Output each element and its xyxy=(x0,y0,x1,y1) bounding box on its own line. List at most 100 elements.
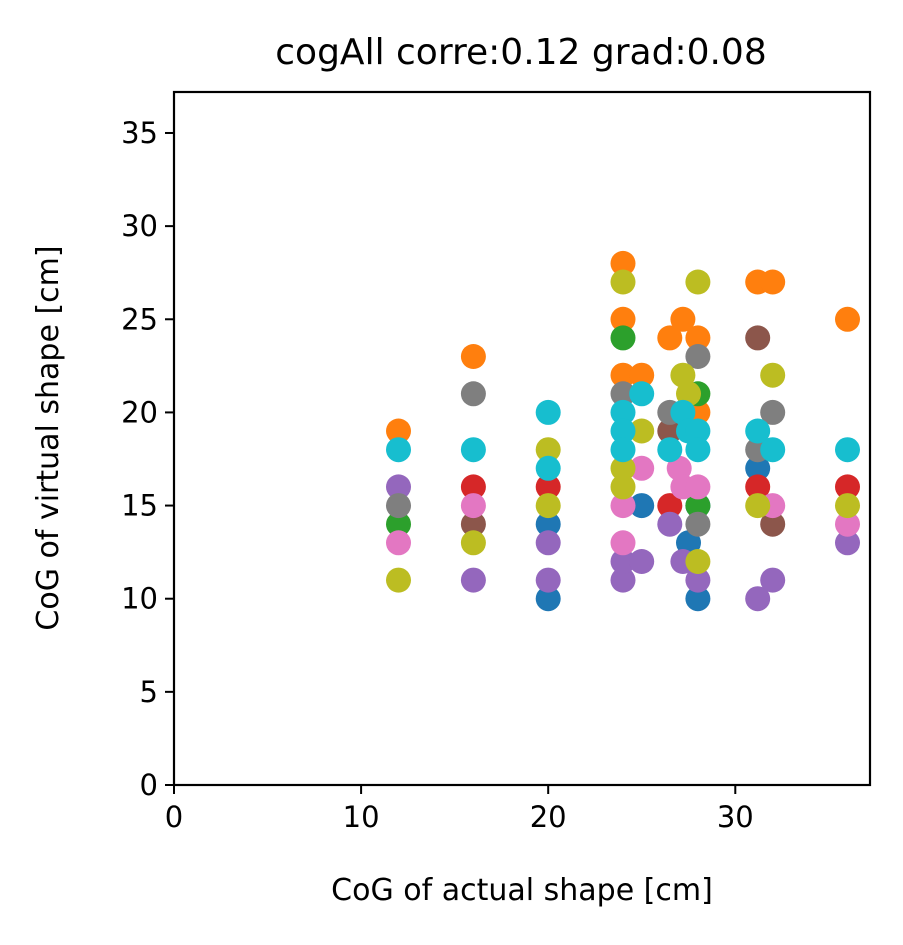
scatter-point-s9-7 xyxy=(629,381,655,407)
y-tick-label-4: 20 xyxy=(121,395,158,429)
scatter-point-s5-3 xyxy=(760,511,786,537)
scatter-point-s0-1 xyxy=(535,511,561,537)
scatter-point-s4-4 xyxy=(610,567,636,593)
scatter-point-s4-11 xyxy=(760,567,786,593)
scatter-point-s0-0 xyxy=(535,586,561,612)
scatter-point-s4-9 xyxy=(685,567,711,593)
scatter-point-s6-7 xyxy=(685,474,711,500)
scatter-point-s1-8 xyxy=(685,325,711,351)
scatter-point-s6-2 xyxy=(610,493,636,519)
scatter-point-s1-5 xyxy=(629,362,655,388)
scatter-point-s3-2 xyxy=(657,493,683,519)
x-tick-label-2: 20 xyxy=(530,800,567,834)
scatter-point-s0-4 xyxy=(685,586,711,612)
scatter-point-s8-11 xyxy=(685,549,711,574)
scatter-point-s1-2 xyxy=(610,250,636,276)
scatter-point-s8-0 xyxy=(386,567,411,593)
scatter-point-s1-3 xyxy=(610,306,636,332)
x-axis-label: CoG of actual shape [cm] xyxy=(331,873,713,908)
scatter-point-s9-6 xyxy=(610,437,636,463)
scatter-point-s6-5 xyxy=(666,455,692,481)
x-tick-label-1: 10 xyxy=(343,800,380,834)
scatter-point-s8-4 xyxy=(610,269,636,295)
scatter-point-s7-5 xyxy=(685,511,711,537)
scatter-point-s7-7 xyxy=(760,399,786,425)
scatter-point-s9-14 xyxy=(760,437,786,463)
scatter-point-s4-1 xyxy=(460,567,486,593)
scatter-point-s1-6 xyxy=(657,325,683,351)
scatter-point-s1-4 xyxy=(610,362,636,388)
scatter-point-s6-1 xyxy=(460,493,486,519)
scatter-point-s4-12 xyxy=(835,530,860,556)
scatter-point-s0-2 xyxy=(629,493,655,519)
scatter-point-s5-1 xyxy=(657,418,683,444)
scatter-point-s1-1 xyxy=(460,344,486,369)
scatter-point-s2-3 xyxy=(685,493,711,519)
y-axis-ticks: 0 5 10 15 20 25 30 35 xyxy=(121,116,174,802)
scatter-point-s9-8 xyxy=(657,437,683,463)
data-points xyxy=(386,250,860,612)
scatter-point-s9-13 xyxy=(745,418,771,444)
y-tick-label-3: 15 xyxy=(121,489,158,523)
scatter-point-s4-3 xyxy=(535,530,561,556)
scatter-point-s6-0 xyxy=(386,530,411,556)
scatter-point-s9-0 xyxy=(386,437,411,463)
scatter-point-s1-7 xyxy=(670,306,696,332)
scatter-point-s4-10 xyxy=(745,586,771,612)
scatter-point-s8-6 xyxy=(610,474,636,500)
y-axis-label: CoG of virtual shape [cm] xyxy=(31,245,66,630)
scatter-point-s7-4 xyxy=(685,344,711,369)
scatter-point-s1-11 xyxy=(760,269,786,295)
scatter-point-s9-3 xyxy=(535,455,561,481)
scatter-point-s5-0 xyxy=(460,511,486,537)
scatter-point-s9-15 xyxy=(835,437,860,463)
scatter-point-s5-2 xyxy=(745,325,771,351)
scatter-point-s8-3 xyxy=(535,493,561,519)
scatter-point-s3-4 xyxy=(835,474,860,500)
scatter-point-s8-5 xyxy=(610,455,636,481)
x-axis-ticks: 0 10 20 30 xyxy=(165,785,754,834)
scatter-point-s9-12 xyxy=(685,437,711,463)
scatter-point-s9-11 xyxy=(685,418,711,444)
scatter-point-s4-2 xyxy=(535,567,561,593)
scatter-point-s8-7 xyxy=(629,418,655,444)
scatter-point-s4-6 xyxy=(629,549,655,574)
scatter-point-s2-1 xyxy=(610,325,636,351)
scatter-point-s8-14 xyxy=(835,493,860,519)
y-tick-label-2: 10 xyxy=(121,582,158,616)
y-tick-label-0: 0 xyxy=(140,768,158,802)
scatter-point-s1-0 xyxy=(386,418,411,444)
y-tick-label-5: 25 xyxy=(121,302,158,336)
scatter-point-s8-1 xyxy=(460,530,486,556)
scatter-point-s8-10 xyxy=(685,269,711,295)
scatter-point-s9-4 xyxy=(610,399,636,425)
scatter-point-s7-0 xyxy=(386,493,411,519)
scatter-point-s3-3 xyxy=(745,474,771,500)
scatter-point-s3-1 xyxy=(535,474,561,500)
x-tick-label-0: 0 xyxy=(165,800,183,834)
scatter-point-s6-9 xyxy=(835,511,860,537)
scatter-point-s4-7 xyxy=(657,511,683,537)
scatter-point-s9-2 xyxy=(535,399,561,425)
plot-frame xyxy=(172,90,872,787)
scatter-point-s8-2 xyxy=(535,437,561,463)
y-tick-label-1: 5 xyxy=(140,675,158,709)
scatter-point-s9-5 xyxy=(610,418,636,444)
scatter-point-s6-4 xyxy=(629,455,655,481)
scatter-point-s1-12 xyxy=(835,306,860,332)
scatter-point-s8-13 xyxy=(760,362,786,388)
scatter-point-s3-0 xyxy=(460,474,486,500)
x-tick-label-3: 30 xyxy=(717,800,754,834)
y-tick-label-6: 30 xyxy=(121,209,158,243)
scatter-point-s6-3 xyxy=(610,530,636,556)
scatter-point-s9-1 xyxy=(460,437,486,463)
scatter-point-s4-0 xyxy=(386,474,411,500)
scatter-point-s2-0 xyxy=(386,511,411,537)
scatter-point-s7-1 xyxy=(460,381,486,407)
scatter-point-s7-2 xyxy=(610,381,636,407)
scatter-point-s4-5 xyxy=(610,549,636,574)
chart-title: cogAll corre:0.12 grad:0.08 xyxy=(275,32,766,73)
scatter-point-s8-12 xyxy=(745,493,771,519)
y-tick-label-7: 35 xyxy=(121,116,158,150)
